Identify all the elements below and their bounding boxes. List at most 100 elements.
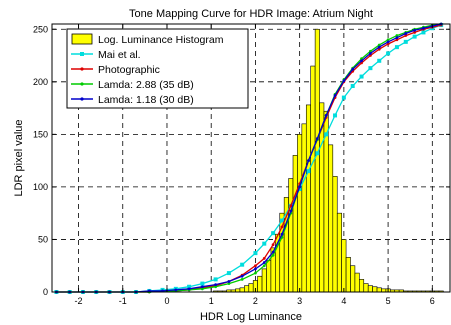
chart-title: Tone Mapping Curve for HDR Image: Atrium… <box>129 8 373 20</box>
histogram-bar <box>367 285 373 293</box>
series-marker <box>395 34 399 37</box>
series-marker <box>386 40 390 44</box>
series-marker <box>280 232 284 236</box>
series-marker <box>421 30 426 35</box>
series-marker <box>403 39 408 44</box>
histogram-bar <box>328 144 334 293</box>
histogram-bar <box>350 265 356 293</box>
series-marker <box>271 253 275 257</box>
series-marker <box>200 281 205 286</box>
series-marker <box>377 43 381 47</box>
histogram-bar <box>288 178 294 293</box>
series-marker <box>395 36 399 40</box>
series-marker <box>271 250 275 254</box>
series-marker <box>262 241 267 246</box>
series-marker <box>240 277 244 281</box>
series-marker <box>289 204 293 208</box>
histogram-bar <box>336 212 342 293</box>
legend-marker <box>80 67 84 71</box>
series-marker <box>307 159 310 163</box>
histogram-bar <box>248 283 254 293</box>
y-axis-ticks: 0 50 100 150 200 250 <box>33 24 450 297</box>
y-tick-label: 200 <box>33 77 48 87</box>
histogram-bar <box>261 268 267 293</box>
histogram-bar <box>310 65 316 293</box>
histogram-bar <box>297 134 303 293</box>
series-marker <box>187 284 192 289</box>
x-tick-label: 5 <box>386 296 391 306</box>
x-tick-label: -1 <box>119 296 127 306</box>
histogram-bar <box>292 155 298 293</box>
series-marker <box>360 57 363 61</box>
series-marker <box>404 34 408 37</box>
legend-label: Log. Luminance Histogram <box>98 34 224 46</box>
series-marker <box>200 287 204 291</box>
legend-label: Lamda: 1.18 (30 dB) <box>98 94 194 106</box>
x-tick-label: -2 <box>75 296 83 306</box>
histogram-bar <box>279 212 285 293</box>
series-marker <box>254 271 257 275</box>
series-marker <box>271 243 275 247</box>
histogram-bar <box>363 283 369 293</box>
legend-label: Photographic <box>98 64 160 76</box>
series-marker <box>377 45 381 49</box>
legend-marker <box>80 52 84 56</box>
y-tick-label: 100 <box>33 182 48 192</box>
histogram-bar <box>305 104 311 293</box>
series-marker <box>227 282 231 285</box>
series-marker <box>214 285 218 289</box>
x-axis-ticks: -2 -1 0 1 2 3 4 5 6 <box>75 24 435 306</box>
histogram-bar <box>239 287 245 293</box>
series-marker <box>350 84 355 89</box>
histogram-bar <box>359 279 365 293</box>
series-marker <box>369 52 372 55</box>
series-marker <box>324 132 329 137</box>
x-tick-label: 4 <box>341 296 346 306</box>
series-marker <box>377 58 382 63</box>
histogram-bar <box>257 275 263 293</box>
series-marker <box>279 218 284 223</box>
series-marker <box>306 169 311 174</box>
series-marker <box>386 38 390 42</box>
series-marker <box>395 38 399 42</box>
series-marker <box>280 225 284 229</box>
histogram-bar <box>376 287 382 293</box>
x-tick-label: 3 <box>297 296 302 306</box>
series-marker <box>333 113 338 118</box>
histogram-bar <box>341 239 347 293</box>
series-marker <box>315 151 320 156</box>
series-marker <box>369 49 372 53</box>
legend-label: Mai et al. <box>98 49 141 61</box>
series-marker <box>254 264 257 268</box>
x-tick-label: 1 <box>209 296 214 306</box>
histogram-bar <box>301 123 307 293</box>
series-marker <box>315 137 319 140</box>
histogram-bar <box>244 285 250 293</box>
x-tick-label: 6 <box>430 296 435 306</box>
y-tick-label: 150 <box>33 129 48 139</box>
series-marker <box>422 26 425 30</box>
series-marker <box>254 267 257 271</box>
series-marker <box>262 264 266 268</box>
series-marker <box>394 45 399 50</box>
legend-marker <box>80 82 84 86</box>
series-marker <box>351 67 355 71</box>
histogram-bar <box>332 176 338 293</box>
legend-swatch <box>71 33 93 45</box>
series-marker <box>298 185 302 189</box>
histogram-bar <box>314 28 320 293</box>
series-marker <box>240 274 244 278</box>
series-marker <box>413 28 417 32</box>
series-lines <box>54 22 444 294</box>
series-marker <box>386 51 391 56</box>
legend-box <box>66 28 249 109</box>
series-marker <box>174 288 178 292</box>
series-marker <box>289 209 293 213</box>
legend-label: Lamda: 2.88 (35 dB) <box>98 79 194 91</box>
series-marker <box>324 114 328 117</box>
series-marker <box>240 262 245 267</box>
series-marker <box>333 94 337 97</box>
series-marker <box>214 283 218 287</box>
y-tick-label: 50 <box>38 234 48 244</box>
